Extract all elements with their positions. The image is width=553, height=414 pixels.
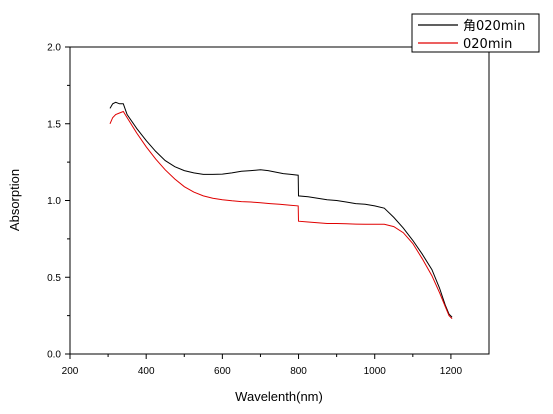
series-line-1	[109, 101, 453, 318]
y-axis-ticks: 0.0 0.5 1.0 1.5 2.0	[47, 43, 70, 361]
plot-area-frame	[69, 46, 490, 355]
series-line-2	[109, 110, 453, 320]
y-axis-title: Absorption	[7, 169, 22, 231]
x-tick-label: 600	[214, 366, 231, 377]
series-lines	[109, 101, 453, 320]
x-tick-label: 1200	[440, 366, 463, 377]
x-axis-ticks: 200 400 600 800 1000 1200	[62, 354, 463, 377]
legend-label-2: 020min	[463, 37, 512, 52]
legend-label-1: 角020min	[463, 19, 525, 34]
y-tick-label: 2.0	[47, 43, 61, 54]
x-tick-label: 800	[290, 366, 307, 377]
y-tick-label: 0.5	[47, 273, 61, 284]
x-axis-title: Wavelenth(nm)	[235, 389, 323, 404]
x-tick-label: 200	[62, 366, 79, 377]
y-tick-label: 1.0	[47, 196, 61, 207]
legend-box	[411, 13, 540, 53]
y-tick-label: 1.5	[47, 119, 61, 130]
x-tick-label: 400	[138, 366, 155, 377]
y-tick-label: 0.0	[47, 350, 61, 361]
legend: 角020min 020min	[411, 13, 540, 53]
x-tick-label: 1000	[364, 366, 387, 377]
